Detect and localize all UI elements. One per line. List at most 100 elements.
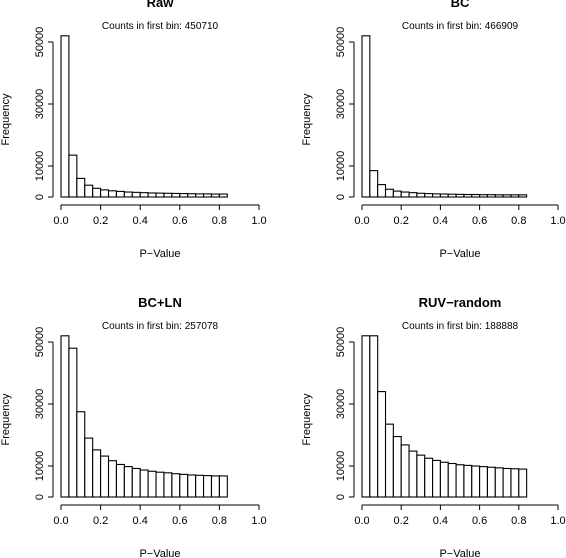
first-bin-annotation: Counts in first bin: 188888: [402, 321, 519, 332]
x-tick-label: 0.8: [511, 515, 526, 527]
histogram-bar: [210, 193, 220, 198]
x-tick-label: 0.6: [172, 215, 187, 227]
histogram-bar: [369, 170, 379, 198]
histogram-bar: [179, 193, 189, 198]
histogram-bar: [392, 190, 402, 198]
x-tick-label: 0.6: [472, 515, 487, 527]
x-tick-label: 0.2: [394, 215, 409, 227]
first-bin-annotation: Counts in first bin: 257078: [102, 321, 219, 332]
x-tick-label: 0.2: [93, 515, 108, 527]
histogram-bar: [92, 449, 102, 498]
histogram-panel-3: BC+LN Counts in first bin: 257078 0 10000 30…: [0, 295, 267, 558]
histogram-bar: [486, 194, 496, 198]
histogram-bar: [408, 450, 418, 498]
histogram-bar: [195, 474, 205, 498]
histogram-bar: [115, 190, 125, 198]
histogram-bar: [147, 192, 157, 198]
histogram-bar: [107, 190, 117, 198]
histogram-bar: [463, 193, 473, 198]
histogram-bar: [479, 194, 488, 198]
histogram-bar: [455, 464, 465, 498]
histogram-bar: [139, 469, 149, 498]
histogram-bar: [163, 192, 173, 198]
y-axis-label: Frequency: [301, 393, 313, 445]
histogram-bar: [510, 468, 520, 498]
histogram-bar: [163, 472, 173, 498]
histogram-bar: [377, 391, 387, 498]
x-tick-label: 0.6: [172, 515, 187, 527]
histogram-bar: [76, 411, 86, 498]
histogram-bar: [479, 466, 488, 498]
histogram-bar: [384, 188, 394, 198]
histogram-bar: [502, 194, 512, 198]
x-axis-label: P−Value: [139, 248, 180, 260]
histogram-bar: [384, 423, 394, 498]
y-axis-label: Frequency: [0, 393, 12, 445]
y-tick-label: 0: [34, 494, 46, 500]
x-tick-label: 0.0: [354, 215, 369, 227]
histogram-bar: [84, 437, 94, 498]
x-tick-label: 0.4: [433, 215, 448, 227]
y-tick-label: 50000: [34, 327, 46, 358]
y-tick-label: 50000: [335, 27, 347, 58]
histogram-bar: [494, 194, 504, 198]
chart-title: BC: [451, 0, 470, 10]
histogram-bar: [361, 35, 371, 198]
histogram-bar: [187, 474, 197, 498]
histogram-bar: [494, 467, 504, 498]
x-tick-label: 0.6: [472, 215, 487, 227]
y-axis-label: Frequency: [0, 93, 12, 145]
histogram-bar: [203, 475, 213, 498]
y-tick-label: 0: [335, 494, 347, 500]
histogram-bar: [100, 189, 110, 198]
histogram-bar: [471, 465, 481, 498]
histogram-bar: [432, 193, 441, 198]
x-tick-label: 0.4: [133, 515, 148, 527]
y-tick-label: 10000: [335, 151, 347, 182]
y-tick-label: 10000: [335, 451, 347, 482]
x-tick-label: 0.8: [212, 215, 227, 227]
histogram-bar: [439, 461, 449, 498]
y-tick-label: 30000: [34, 89, 46, 120]
chart-title: Raw: [147, 0, 175, 10]
histogram-bar: [131, 467, 141, 498]
x-tick-label: 1.0: [251, 215, 266, 227]
x-tick-label: 0.8: [212, 515, 227, 527]
histogram-bar: [155, 471, 165, 498]
histogram-bar: [100, 455, 110, 498]
histogram-bar: [463, 464, 473, 498]
x-tick-label: 1.0: [550, 515, 565, 527]
y-tick-label: 10000: [34, 451, 46, 482]
histogram-bar: [400, 191, 410, 198]
first-bin-annotation: Counts in first bin: 450710: [102, 21, 219, 32]
x-tick-label: 0.2: [93, 215, 108, 227]
histogram-bar: [518, 468, 528, 498]
histogram-bar: [361, 335, 371, 498]
histogram-bar: [486, 466, 496, 498]
histogram-bar: [447, 193, 457, 198]
histogram-bar: [171, 473, 181, 498]
histogram-bar: [92, 187, 102, 198]
histogram-bar: [179, 473, 189, 498]
histogram-panel-4: RUV−random Counts in first bin: 188888 0 10…: [301, 295, 566, 558]
histogram-panel-1: Raw Counts in first bin: 450710 0 10000 3000…: [0, 0, 267, 260]
histogram-bar: [123, 466, 133, 498]
y-tick-label: 30000: [335, 389, 347, 420]
x-tick-label: 0.0: [53, 515, 68, 527]
x-axis-label: P−Value: [139, 548, 180, 558]
y-tick-label: 50000: [34, 27, 46, 58]
histogram-bar: [123, 191, 133, 198]
histogram-bar: [155, 192, 165, 198]
histogram-bar: [408, 192, 418, 198]
x-tick-label: 0.0: [354, 515, 369, 527]
histogram-bar: [416, 192, 426, 198]
histogram-bar: [424, 457, 434, 498]
histogram-bar: [76, 177, 86, 198]
histogram-bar: [424, 193, 434, 198]
histogram-bar: [210, 475, 220, 498]
y-tick-label: 0: [34, 194, 46, 200]
histogram-bar: [369, 335, 379, 498]
x-axis-label: P−Value: [439, 248, 480, 260]
y-tick-label: 0: [335, 194, 347, 200]
